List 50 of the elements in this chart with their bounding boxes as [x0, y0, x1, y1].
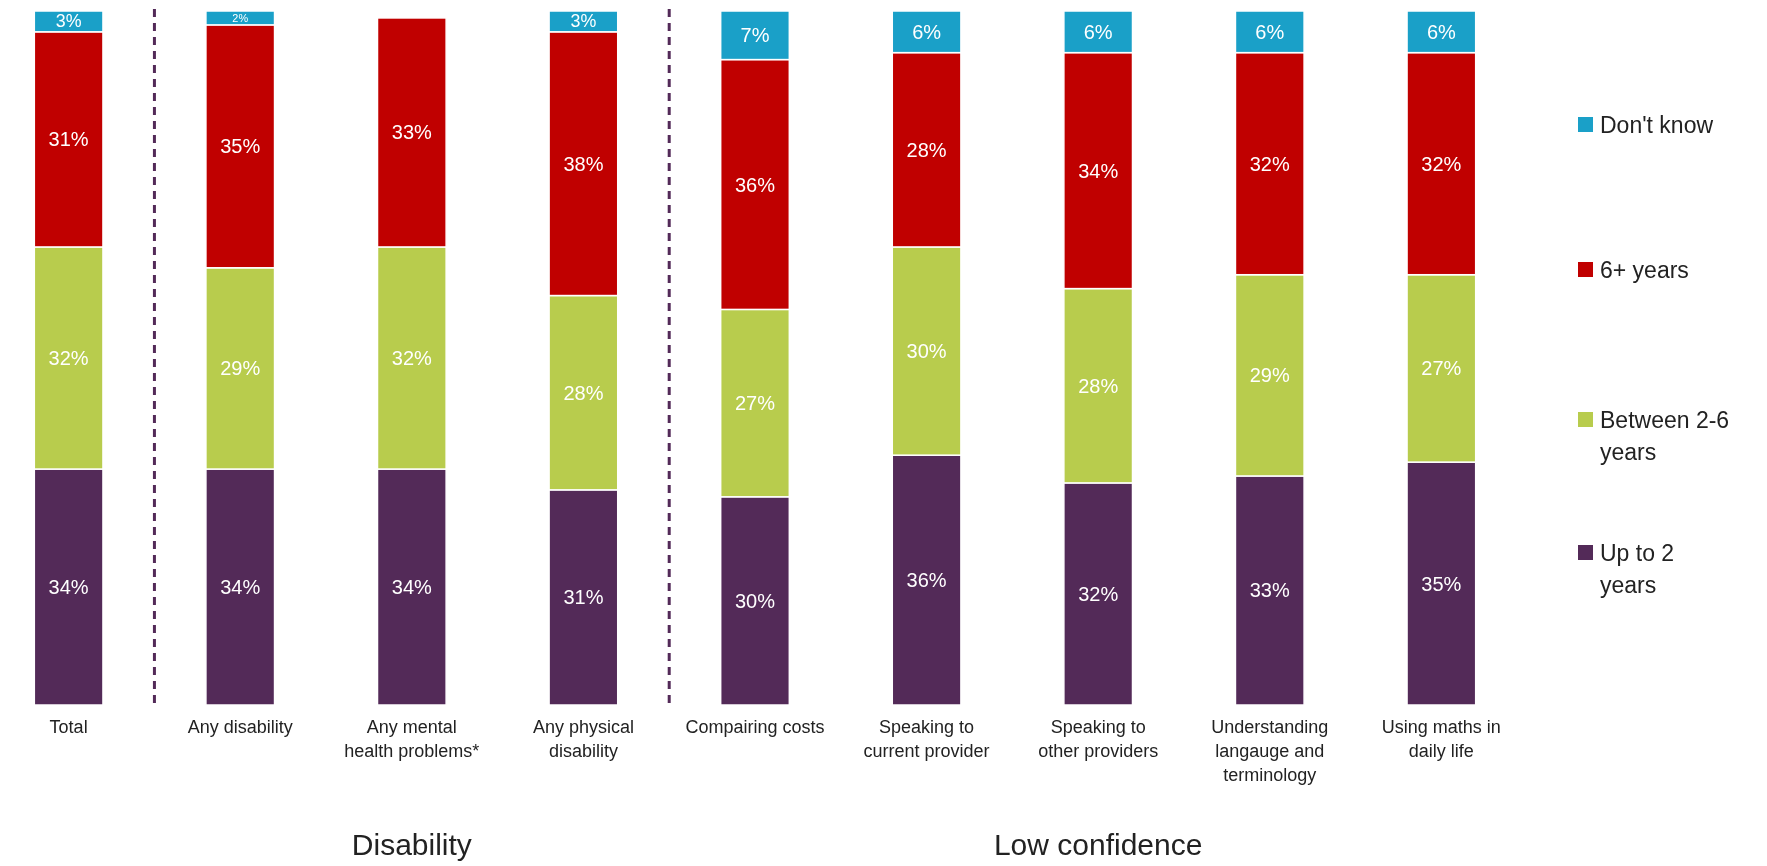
legend-label: Up to 2 years	[1600, 540, 1675, 598]
data-label: 30%	[906, 340, 947, 363]
data-label: 35%	[220, 135, 261, 158]
data-label: 2%	[232, 11, 249, 24]
data-label: 6%	[912, 20, 942, 43]
legend-label: Don't know	[1600, 112, 1714, 138]
data-label: 36%	[906, 569, 947, 592]
data-label: 36%	[734, 173, 776, 196]
x-tick-label: Any disability	[187, 717, 293, 737]
data-label: 29%	[220, 357, 261, 380]
x-tick-label: Total	[49, 717, 88, 737]
data-label: 3%	[570, 11, 597, 32]
data-label: 32%	[48, 347, 89, 369]
data-label: 28%	[1078, 374, 1119, 397]
data-label: 34%	[391, 576, 433, 599]
data-label: 35%	[1421, 572, 1462, 595]
data-label: 34%	[1078, 159, 1119, 182]
data-label: 7%	[740, 24, 770, 47]
data-label: 34%	[220, 576, 261, 599]
data-label: 3%	[55, 11, 82, 32]
text: Low confidence	[993, 828, 1203, 861]
data-label: 31%	[48, 128, 89, 151]
data-label: 29%	[1249, 364, 1290, 387]
data-label: 32%	[391, 347, 433, 369]
data-label: 32%	[1078, 582, 1119, 605]
data-label: 28%	[563, 381, 604, 404]
x-tick-label: Any physical disability	[532, 717, 634, 761]
x-tick-label: Using maths in daily life	[1381, 717, 1501, 761]
data-label: 33%	[1249, 579, 1290, 602]
data-label: 27%	[734, 392, 776, 415]
legend-label: 6+ years	[1600, 257, 1689, 283]
data-label: 6%	[1426, 20, 1457, 43]
data-label: 27%	[1421, 357, 1462, 380]
data-label: 32%	[1249, 152, 1290, 175]
data-label: 34%	[48, 576, 89, 599]
x-tick-label: Speaking to current provider	[863, 717, 990, 761]
x-tick-label: Understanding langauge and terminology	[1211, 717, 1329, 785]
x-tick-label: Speaking to other providers	[1038, 717, 1159, 761]
data-label: 6%	[1083, 20, 1113, 43]
data-label: 6%	[1255, 20, 1285, 43]
data-label: 30%	[734, 589, 776, 612]
data-label: 33%	[391, 121, 433, 144]
x-tick-label: Compairing costs	[685, 717, 825, 737]
x-tick-label: Any mental health problems*	[344, 717, 480, 761]
text: Disability	[351, 828, 472, 861]
data-label: 38%	[563, 152, 604, 175]
data-label: 32%	[1421, 152, 1462, 175]
data-label: 28%	[906, 138, 947, 161]
data-label: 31%	[563, 586, 604, 609]
legend-label: Between 2-6 years	[1600, 407, 1730, 465]
